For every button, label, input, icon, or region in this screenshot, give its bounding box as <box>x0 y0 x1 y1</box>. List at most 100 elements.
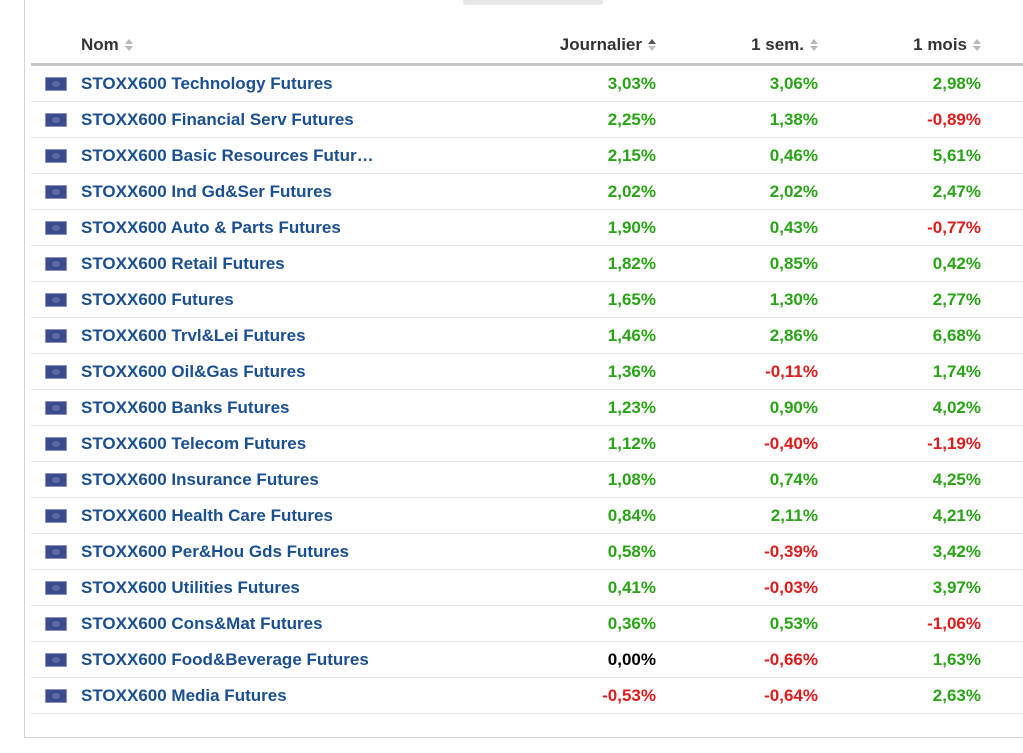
month-change: 4,02% <box>818 389 981 426</box>
header-month-label: 1 mois <box>913 35 967 54</box>
instrument-name-link[interactable]: STOXX600 Banks Futures <box>81 389 401 426</box>
daily-change: 0,84% <box>401 497 656 534</box>
flag-cell <box>31 64 81 102</box>
instrument-name-link[interactable]: STOXX600 Retail Futures <box>81 245 401 282</box>
instrument-name-link[interactable]: STOXX600 Ind Gd&Ser Futures <box>81 173 401 210</box>
daily-change: 0,41% <box>401 569 656 606</box>
flag-cell <box>31 245 81 282</box>
flag-cell <box>31 281 81 318</box>
daily-change: 0,58% <box>401 533 656 570</box>
table-row[interactable]: STOXX600 Retail Futures 1,82% 0,85% 0,42% <box>31 245 1023 282</box>
row-end-spacer <box>981 64 1023 102</box>
instrument-name-link[interactable]: STOXX600 Futures <box>81 281 401 318</box>
daily-change: 1,12% <box>401 425 656 462</box>
instrument-name-link[interactable]: STOXX600 Media Futures <box>81 677 401 714</box>
instrument-name-link[interactable]: STOXX600 Telecom Futures <box>81 425 401 462</box>
instrument-name-link[interactable]: STOXX600 Oil&Gas Futures <box>81 353 401 390</box>
eu-flag-icon <box>45 328 67 343</box>
sort-icon[interactable] <box>973 39 981 51</box>
table-row[interactable]: STOXX600 Banks Futures 1,23% 0,90% 4,02% <box>31 389 1023 426</box>
week-change: 2,02% <box>656 173 818 210</box>
daily-change: -0,53% <box>401 677 656 714</box>
flag-cell <box>31 425 81 462</box>
table-row[interactable]: STOXX600 Telecom Futures 1,12% -0,40% -1,19… <box>31 425 1023 462</box>
instrument-name-link[interactable]: STOXX600 Per&Hou Gds Futures <box>81 533 401 570</box>
month-change: 2,98% <box>818 64 981 102</box>
month-change: 2,77% <box>818 281 981 318</box>
daily-change: 1,08% <box>401 461 656 498</box>
table-row[interactable]: STOXX600 Media Futures -0,53% -0,64% 2,63% <box>31 677 1023 714</box>
table-row[interactable]: STOXX600 Oil&Gas Futures 1,36% -0,11% 1,74% <box>31 353 1023 390</box>
week-change: 0,46% <box>656 137 818 174</box>
futures-table-panel: Nom Journalier 1 sem. 1 mois STOXX600 Te… <box>24 0 1023 738</box>
instrument-name-link[interactable]: STOXX600 Cons&Mat Futures <box>81 605 401 642</box>
table-row[interactable]: STOXX600 Basic Resources Futur… 2,15% 0,46… <box>31 137 1023 174</box>
week-change: -0,03% <box>656 569 818 606</box>
header-name[interactable]: Nom <box>81 27 401 66</box>
row-end-spacer <box>981 533 1023 570</box>
row-end-spacer <box>981 353 1023 390</box>
instrument-name-link[interactable]: STOXX600 Auto & Parts Futures <box>81 209 401 246</box>
eu-flag-icon <box>45 220 67 235</box>
sort-icon[interactable] <box>648 39 656 51</box>
header-daily[interactable]: Journalier <box>401 27 656 66</box>
daily-change: 1,36% <box>401 353 656 390</box>
eu-flag-icon <box>45 256 67 271</box>
panel-top-tab[interactable] <box>463 0 603 5</box>
flag-cell <box>31 641 81 678</box>
eu-flag-icon <box>45 436 67 451</box>
header-flag-spacer <box>31 27 81 66</box>
sort-icon[interactable] <box>810 39 818 51</box>
futures-table: Nom Journalier 1 sem. 1 mois STOXX600 Te… <box>31 27 1023 714</box>
flag-cell <box>31 533 81 570</box>
instrument-name-link[interactable]: STOXX600 Financial Serv Futures <box>81 101 401 138</box>
row-end-spacer <box>981 677 1023 714</box>
eu-flag-icon <box>45 292 67 307</box>
table-row[interactable]: STOXX600 Futures 1,65% 1,30% 2,77% <box>31 281 1023 318</box>
week-change: 0,85% <box>656 245 818 282</box>
instrument-name-link[interactable]: STOXX600 Food&Beverage Futures <box>81 641 401 678</box>
eu-flag-icon <box>45 148 67 163</box>
week-change: -0,40% <box>656 425 818 462</box>
table-row[interactable]: STOXX600 Auto & Parts Futures 1,90% 0,43% -… <box>31 209 1023 246</box>
instrument-name-link[interactable]: STOXX600 Utilities Futures <box>81 569 401 606</box>
eu-flag-icon <box>45 76 67 91</box>
table-row[interactable]: STOXX600 Ind Gd&Ser Futures 2,02% 2,02% 2,4… <box>31 173 1023 210</box>
eu-flag-icon <box>45 580 67 595</box>
flag-cell <box>31 389 81 426</box>
month-change: 0,42% <box>818 245 981 282</box>
eu-flag-icon <box>45 616 67 631</box>
month-change: 4,21% <box>818 497 981 534</box>
eu-flag-icon <box>45 508 67 523</box>
table-row[interactable]: STOXX600 Technology Futures 3,03% 3,06% 2,9… <box>31 64 1023 102</box>
table-row[interactable]: STOXX600 Cons&Mat Futures 0,36% 0,53% -1,06… <box>31 605 1023 642</box>
week-change: 1,38% <box>656 101 818 138</box>
flag-cell <box>31 461 81 498</box>
instrument-name-link[interactable]: STOXX600 Basic Resources Futur… <box>81 137 401 174</box>
eu-flag-icon <box>45 688 67 703</box>
table-row[interactable]: STOXX600 Financial Serv Futures 2,25% 1,38… <box>31 101 1023 138</box>
instrument-name-link[interactable]: STOXX600 Insurance Futures <box>81 461 401 498</box>
table-row[interactable]: STOXX600 Health Care Futures 0,84% 2,11% 4,… <box>31 497 1023 534</box>
table-row[interactable]: STOXX600 Utilities Futures 0,41% -0,03% 3,9… <box>31 569 1023 606</box>
table-row[interactable]: STOXX600 Per&Hou Gds Futures 0,58% -0,39% 3… <box>31 533 1023 570</box>
month-change: -1,19% <box>818 425 981 462</box>
week-change: 0,43% <box>656 209 818 246</box>
month-change: 6,68% <box>818 317 981 354</box>
header-week[interactable]: 1 sem. <box>656 27 818 66</box>
row-end-spacer <box>981 317 1023 354</box>
flag-cell <box>31 317 81 354</box>
flag-cell <box>31 677 81 714</box>
instrument-name-link[interactable]: STOXX600 Technology Futures <box>81 64 401 102</box>
sort-icon[interactable] <box>124 39 133 51</box>
flag-cell <box>31 137 81 174</box>
table-row[interactable]: STOXX600 Food&Beverage Futures 0,00% -0,66… <box>31 641 1023 678</box>
table-header-row: Nom Journalier 1 sem. 1 mois <box>31 27 1023 66</box>
table-row[interactable]: STOXX600 Trvl&Lei Futures 1,46% 2,86% 6,68% <box>31 317 1023 354</box>
header-month[interactable]: 1 mois <box>818 27 981 66</box>
table-row[interactable]: STOXX600 Insurance Futures 1,08% 0,74% 4,25… <box>31 461 1023 498</box>
instrument-name-link[interactable]: STOXX600 Health Care Futures <box>81 497 401 534</box>
row-end-spacer <box>981 245 1023 282</box>
instrument-name-link[interactable]: STOXX600 Trvl&Lei Futures <box>81 317 401 354</box>
table-body: STOXX600 Technology Futures 3,03% 3,06% 2,9… <box>31 64 1023 714</box>
